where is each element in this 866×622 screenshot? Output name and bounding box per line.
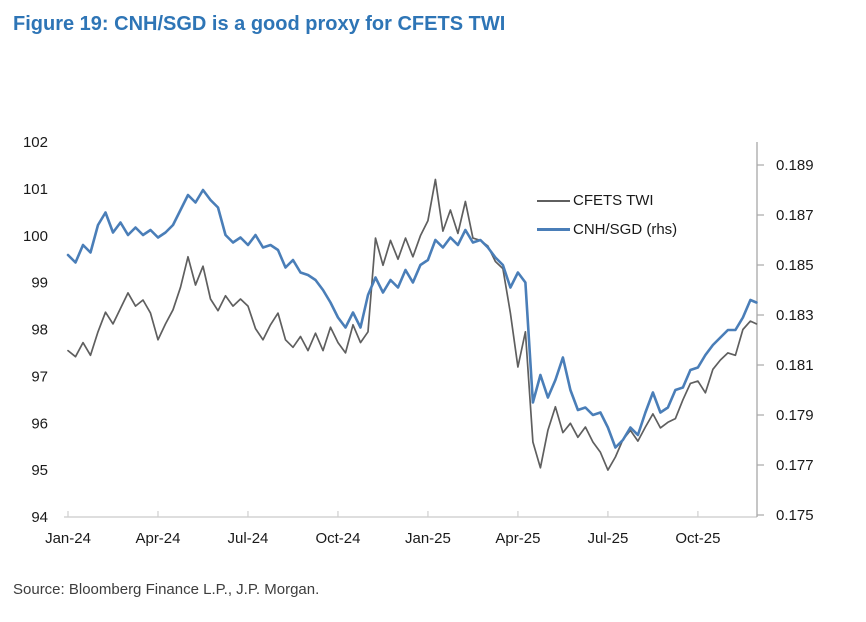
right-axis-tick-label: 0.183 <box>776 307 814 324</box>
series-line-cfets-twi <box>67 178 758 471</box>
x-axis-tick-label: Apr-25 <box>495 530 540 547</box>
right-axis-tick-label: 0.185 <box>776 257 814 274</box>
x-axis-tick-label: Jan-24 <box>45 530 91 547</box>
x-axis-tick-label: Oct-24 <box>315 530 360 547</box>
left-axis-tick-label: 96 <box>31 415 48 432</box>
legend-line-sample-blue <box>537 228 570 231</box>
series-line-cnh-sgd-rhs <box>66 188 758 449</box>
left-axis-tick-label: 98 <box>31 322 48 339</box>
right-axis-tick-label: 0.187 <box>776 207 814 224</box>
left-axis-tick-label: 95 <box>31 462 48 479</box>
right-axis-tick-label: 0.177 <box>776 457 814 474</box>
left-axis-tick-label: 99 <box>31 275 48 292</box>
legend-item-cnh-sgd: CNH/SGD (rhs) <box>537 215 677 244</box>
x-axis-tick-label: Jul-24 <box>228 530 269 547</box>
x-axis-tick-label: Apr-24 <box>135 530 180 547</box>
left-axis-tick-label: 94 <box>31 509 48 526</box>
x-axis-tick-label: Jan-25 <box>405 530 451 547</box>
figure-title: Figure 19: CNH/SGD is a good proxy for C… <box>13 13 506 35</box>
left-axis-tick-label: 97 <box>31 368 48 385</box>
legend-label: CFETS TWI <box>573 192 654 209</box>
right-axis-tick-label: 0.181 <box>776 357 814 374</box>
left-axis-tick-label: 101 <box>23 181 48 198</box>
left-axis-tick-label: 102 <box>23 134 48 151</box>
x-axis-tick-label: Oct-25 <box>675 530 720 547</box>
chart-legend: CFETS TWI CNH/SGD (rhs) <box>537 186 677 244</box>
left-axis-tick-label: 100 <box>23 228 48 245</box>
right-axis-tick-label: 0.179 <box>776 407 814 424</box>
right-axis-tick-label: 0.189 <box>776 157 814 174</box>
x-axis-tick-label: Jul-25 <box>587 530 628 547</box>
legend-line-sample-gray <box>537 199 570 202</box>
source-text: Source: Bloomberg Finance L.P., J.P. Mor… <box>13 581 320 598</box>
right-axis-tick-label: 0.175 <box>776 507 814 524</box>
legend-label: CNH/SGD (rhs) <box>573 221 678 238</box>
legend-item-cfets-twi: CFETS TWI <box>537 186 677 215</box>
